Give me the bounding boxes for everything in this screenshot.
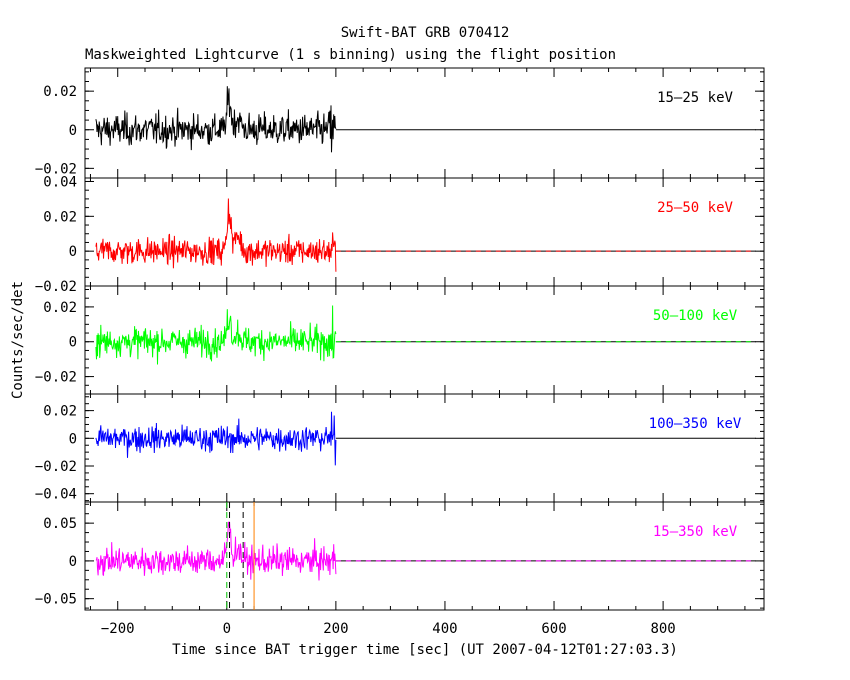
y-tick-label: −0.02: [35, 459, 77, 475]
panels-group: 0.02 0 −0.02 15–25 keV 0.04 0.02 0 −0.02 25–50 k…: [35, 67, 765, 637]
x-tick-label: 600: [541, 621, 566, 637]
y-tick-label: 0: [69, 431, 77, 447]
panel-1: 0.02 0 −0.02 15–25 keV: [35, 67, 765, 179]
y-axis-label: Counts/sec/det: [10, 281, 26, 399]
lightcurve-series: [95, 521, 337, 581]
x-axis-label: Time since BAT trigger time [sec] (UT 20…: [172, 642, 678, 658]
y-tick-label: 0.02: [43, 209, 77, 225]
y-tick-label: 0: [69, 335, 77, 351]
x-tick-label: 200: [323, 621, 348, 637]
y-tick-label: 0: [69, 244, 77, 260]
y-tick-label: 0.02: [43, 84, 77, 100]
chart-title: Swift-BAT GRB 070412: [341, 25, 510, 41]
panel-frame: [84, 177, 765, 287]
y-tick-label: 0.04: [43, 174, 77, 190]
x-tick-label: 400: [432, 621, 457, 637]
panel-frame: [84, 67, 765, 179]
y-tick-label: 0.02: [43, 404, 77, 420]
energy-band-label: 15–25 keV: [657, 90, 733, 106]
lightcurve-series: [95, 305, 337, 365]
y-tick-label: −0.02: [35, 370, 77, 386]
panel-3: 0.02 0 −0.02 50–100 keV: [35, 285, 765, 395]
y-tick-label: −0.05: [35, 592, 77, 608]
x-tick-label: −200: [101, 621, 135, 637]
y-tick-label: −0.02: [35, 279, 77, 295]
chart-subtitle: Maskweighted Lightcurve (1 s binning) us…: [85, 47, 616, 63]
y-tick-label: 0: [69, 554, 77, 570]
panel-5: 0.05 0 −0.05 15–350 keV −200 0 200 400 600 800: [35, 501, 765, 637]
y-tick-label: 0.05: [43, 516, 77, 532]
panel-frame: [84, 393, 765, 503]
energy-band-label: 100–350 keV: [649, 416, 742, 432]
y-tick-label: 0: [69, 123, 77, 139]
energy-band-label: 25–50 keV: [657, 200, 733, 216]
x-tick-label: 0: [223, 621, 231, 637]
y-tick-label: −0.02: [35, 161, 77, 177]
energy-band-label: 50–100 keV: [653, 308, 738, 324]
panel-2: 0.04 0.02 0 −0.02 25–50 keV: [35, 174, 765, 295]
panel-4: 0.02 0 −0.02 −0.04 100–350 keV: [35, 393, 765, 503]
y-tick-label: −0.04: [35, 487, 77, 503]
energy-band-label: 15–350 keV: [653, 524, 738, 540]
y-tick-label: 0.02: [43, 300, 77, 316]
panel-frame: [84, 501, 765, 611]
lightcurve-series: [95, 198, 337, 272]
x-tick-label: 800: [650, 621, 675, 637]
lightcurve-series: [95, 86, 337, 153]
lightcurve-series: [95, 411, 337, 466]
